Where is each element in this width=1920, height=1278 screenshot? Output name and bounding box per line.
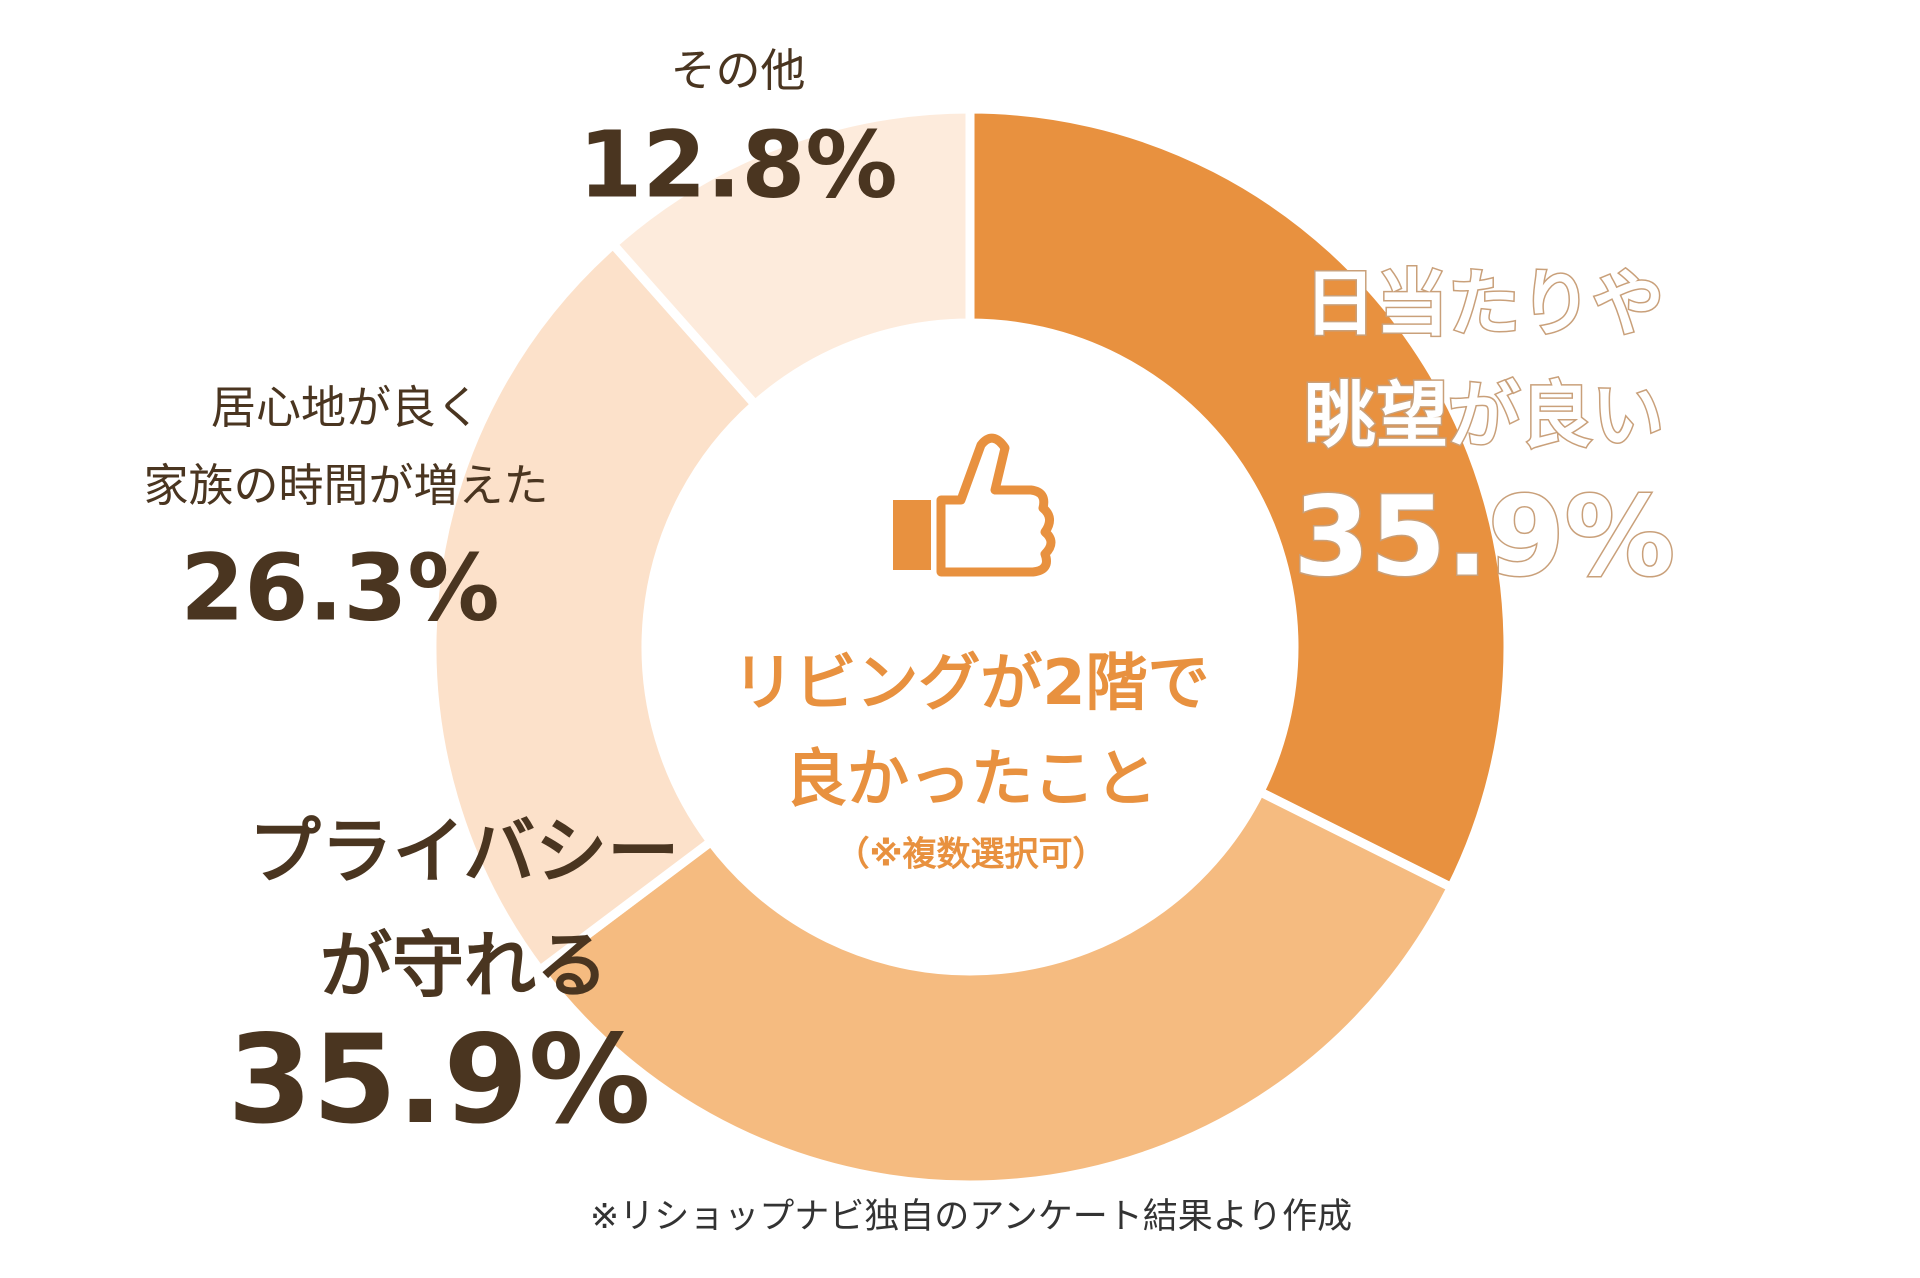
category-label: 家族の時間が増えた bbox=[143, 459, 548, 512]
value-label: 35.9% bbox=[227, 1009, 650, 1151]
category-label: 居心地が良く bbox=[211, 381, 481, 434]
donut-segment bbox=[965, 104, 1513, 894]
value-label: 26.3% bbox=[180, 534, 499, 641]
center-subtitle: （※複数選択可） bbox=[835, 835, 1106, 875]
category-label: その他 bbox=[670, 44, 805, 97]
thumb-icon bbox=[893, 433, 1056, 577]
donut bbox=[427, 104, 1513, 1190]
center-title: リビングが2階で bbox=[732, 646, 1209, 719]
category-label: プライバシー bbox=[249, 810, 680, 894]
category-label: が守れる bbox=[320, 924, 608, 1008]
center-title: 良かったこと bbox=[785, 742, 1157, 815]
donut-segment bbox=[533, 785, 1458, 1190]
category-label: 眺望が良い bbox=[1304, 374, 1664, 458]
value-label: 12.8% bbox=[578, 111, 897, 218]
footnote: ※リショップナビ独自のアンケート結果より作成 bbox=[590, 1197, 1352, 1237]
donut-segment bbox=[606, 104, 975, 411]
donut-segment bbox=[427, 238, 762, 977]
value-label: 35.9% bbox=[1293, 472, 1675, 600]
category-label: 日当たりや bbox=[1304, 262, 1664, 346]
